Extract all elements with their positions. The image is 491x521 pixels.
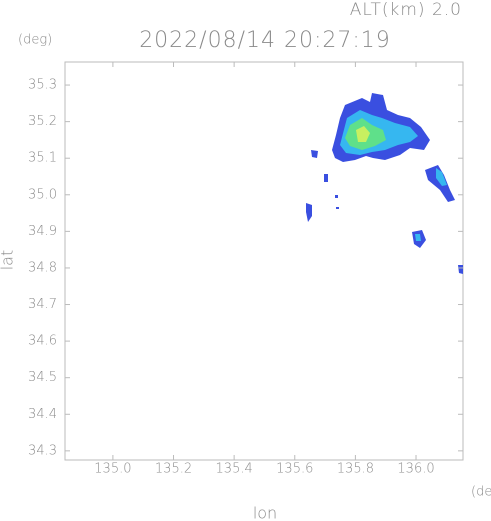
echo	[436, 168, 447, 186]
echo	[415, 234, 421, 241]
y-tick-label: 35.0	[28, 187, 57, 202]
y-tick-label: 34.6	[28, 334, 57, 349]
echo	[335, 195, 338, 198]
y-tick-label: 35.1	[28, 151, 57, 166]
x-tick-label: 136.0	[397, 462, 434, 477]
altitude-label: ALT(km) 2.0	[350, 0, 462, 20]
y-axis-label: lat	[0, 250, 17, 271]
y-unit: (deg)	[18, 33, 52, 48]
plot-frame	[64, 61, 464, 461]
echo	[311, 150, 318, 158]
x-axis-label: lon	[253, 504, 277, 521]
echo	[336, 207, 339, 209]
x-tick-label: 135.8	[337, 462, 374, 477]
y-tick-label: 34.7	[28, 297, 57, 312]
echo	[306, 203, 312, 222]
x-unit: (deg)	[471, 485, 491, 500]
radar-echoes	[306, 93, 463, 274]
y-tick-label: 34.5	[28, 370, 57, 385]
x-tick-label: 135.4	[216, 462, 253, 477]
chart-title: 2022/08/14 20:27:19	[139, 28, 391, 53]
y-tick-label: 35.3	[28, 78, 57, 93]
y-tick-label: 34.9	[28, 224, 57, 239]
echo	[356, 126, 370, 142]
y-tick-label: 34.3	[28, 443, 57, 458]
x-tick-label: 135.6	[276, 462, 313, 477]
echo	[425, 165, 455, 202]
y-tick-label: 34.4	[28, 407, 57, 422]
x-tick-label: 135.0	[94, 462, 131, 477]
echo	[324, 174, 328, 182]
y-tick-label: 34.8	[28, 260, 57, 275]
y-tick-label: 35.2	[28, 114, 57, 129]
echo	[458, 265, 463, 274]
x-tick-label: 135.2	[155, 462, 192, 477]
